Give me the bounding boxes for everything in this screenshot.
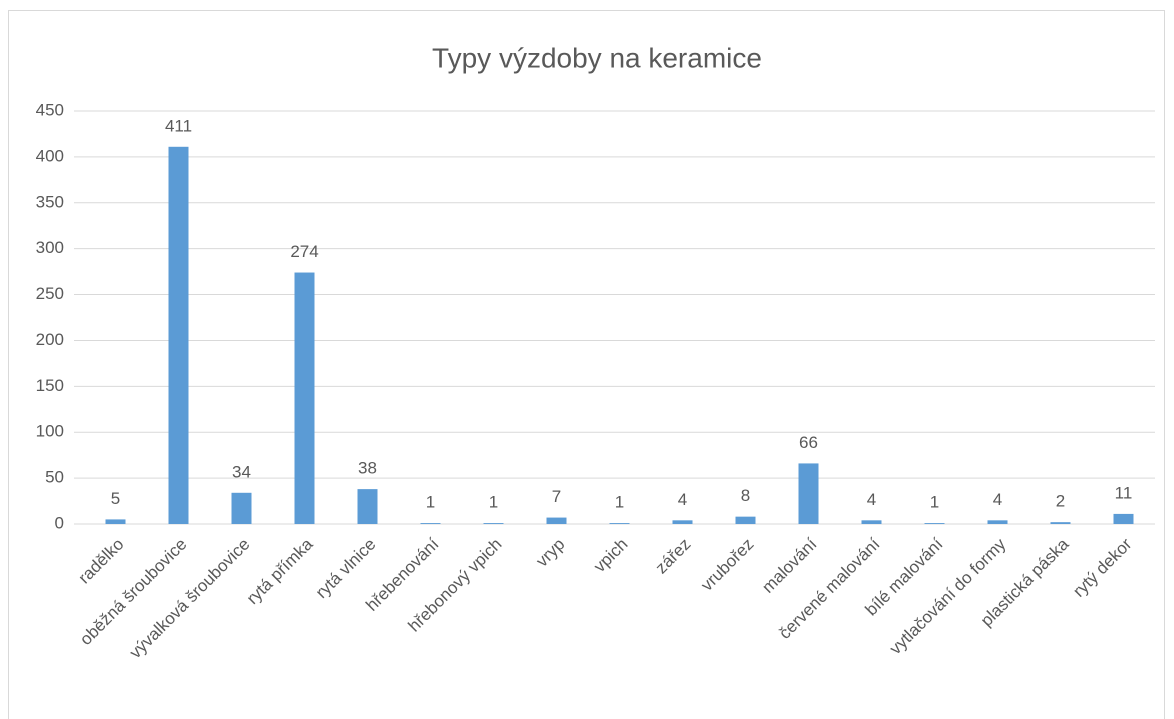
data-label: 66: [799, 433, 818, 452]
data-label: 1: [489, 493, 498, 512]
y-tick-label: 150: [36, 376, 64, 395]
data-label: 11: [1115, 483, 1133, 502]
y-tick-label: 200: [36, 330, 64, 349]
bar: [231, 492, 252, 524]
bar: [987, 520, 1008, 524]
bar: [609, 523, 630, 524]
bar: [546, 517, 567, 524]
bar: [420, 523, 441, 524]
data-label: 2: [1056, 492, 1065, 511]
bar: [1050, 522, 1071, 524]
chart-border: [8, 10, 1165, 719]
bar: [672, 520, 693, 524]
data-label: 411: [165, 116, 192, 135]
bar: [105, 519, 126, 524]
bar: [735, 516, 756, 524]
bar: [798, 463, 819, 524]
bar: [924, 523, 945, 524]
y-tick-label: 0: [55, 513, 64, 532]
y-tick-label: 350: [36, 192, 64, 211]
bar: [294, 272, 315, 524]
bar: [1113, 513, 1134, 524]
data-label: 5: [111, 489, 120, 508]
data-label: 1: [426, 493, 435, 512]
y-tick-label: 250: [36, 284, 64, 303]
y-tick-label: 50: [45, 468, 64, 487]
data-label: 1: [930, 493, 939, 512]
data-label: 34: [232, 462, 251, 481]
data-label: 4: [867, 490, 876, 509]
bar: [861, 520, 882, 524]
data-label: 38: [358, 459, 377, 478]
y-tick-label: 450: [36, 100, 64, 119]
data-label: 4: [678, 490, 687, 509]
y-tick-label: 100: [36, 422, 64, 441]
chart-title: Typy výzdoby na keramice: [432, 42, 762, 73]
y-tick-label: 300: [36, 238, 64, 257]
data-label: 274: [290, 242, 318, 261]
bar: [483, 523, 504, 524]
data-label: 8: [741, 486, 750, 505]
y-tick-label: 400: [36, 146, 64, 165]
bar: [168, 146, 189, 524]
bar: [357, 489, 378, 524]
data-label: 4: [993, 490, 1002, 509]
data-label: 1: [615, 493, 624, 512]
data-label: 7: [552, 487, 561, 506]
